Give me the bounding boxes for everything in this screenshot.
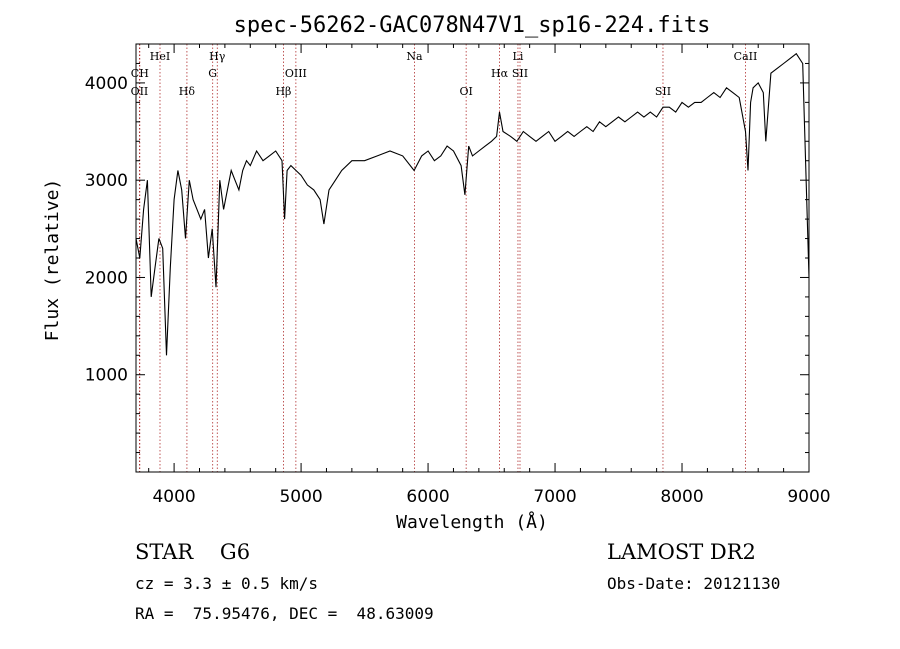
y-tick-label: 2000 <box>85 268 128 288</box>
line-marker-label: Li <box>513 50 524 63</box>
x-tick-label: 6000 <box>406 487 449 507</box>
line-marker-label: SII <box>512 67 528 80</box>
line-marker-label: Hβ <box>275 85 291 98</box>
x-tick-label: 4000 <box>152 487 195 507</box>
y-tick-label: 4000 <box>85 74 128 94</box>
x-tick-label: 7000 <box>533 487 576 507</box>
x-axis-ticks: 4000 5000 6000 7000 8000 9000 <box>148 44 831 507</box>
line-marker-label: CH <box>131 67 149 80</box>
line-marker-label: Na <box>406 50 423 63</box>
observation-date: Obs-Date: 20121130 <box>607 574 781 593</box>
x-tick-label: 5000 <box>279 487 322 507</box>
survey-name: LAMOST DR2 <box>607 540 756 564</box>
object-class: STAR G6 <box>135 540 251 564</box>
line-marker-label: G <box>208 67 217 80</box>
line-marker-label: OI <box>459 85 472 98</box>
line-marker-label: OIII <box>285 67 307 80</box>
y-axis-ticks: 1000 2000 3000 4000 <box>85 43 809 454</box>
x-tick-label: 9000 <box>787 487 830 507</box>
y-tick-label: 3000 <box>85 171 128 191</box>
line-marker-label: SII <box>655 85 671 98</box>
line-marker-label: HeI <box>150 50 170 63</box>
coordinates: RA = 75.95476, DEC = 48.63009 <box>135 604 434 623</box>
plot-frame <box>135 43 810 473</box>
line-marker-label: Hα <box>491 67 509 80</box>
x-axis-label: Wavelength (Å) <box>396 511 548 533</box>
spectrum-line <box>135 52 810 356</box>
y-axis-label: Flux (relative) <box>42 179 63 342</box>
line-marker-label: OII <box>131 85 149 98</box>
line-marker-label: Hγ <box>209 50 226 63</box>
line-marker-label: CaII <box>734 50 758 63</box>
y-tick-label: 1000 <box>85 366 128 386</box>
line-marker-label: Hδ <box>179 85 196 98</box>
x-tick-label: 8000 <box>660 487 703 507</box>
redshift-velocity: cz = 3.3 ± 0.5 km/s <box>135 574 319 593</box>
chart-title: spec-56262-GAC078N47V1_sp16-224.fits <box>234 13 711 38</box>
